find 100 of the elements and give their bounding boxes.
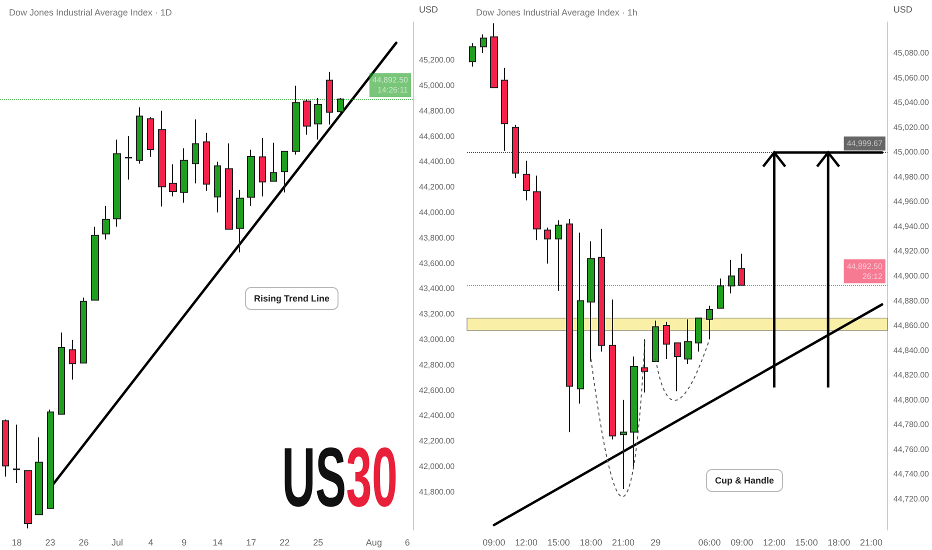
- y-tick-label: 42,800.00: [419, 360, 456, 370]
- candlestick: [158, 110, 166, 208]
- candlestick: [598, 228, 605, 352]
- y-tick-label: 44,840.00: [893, 346, 930, 355]
- y-tick-label: 44,400.00: [419, 157, 456, 166]
- candlestick: [480, 34, 487, 54]
- candlestick: [523, 160, 530, 201]
- y-tick-label: 44,740.00: [893, 470, 930, 479]
- candlestick: [102, 205, 110, 240]
- candlestick: [203, 132, 210, 192]
- y-tick-label: 45,060.00: [893, 73, 930, 82]
- ref-line-label: 44,999.67: [846, 139, 883, 148]
- chart-title: Dow Jones Industrial Average Index · 1D: [9, 8, 172, 18]
- candlestick: [281, 150, 288, 193]
- candlestick: [728, 259, 735, 294]
- candlestick: [69, 339, 76, 380]
- x-tick-label: 18:00: [828, 538, 850, 548]
- y-tick-label: 44,720.00: [893, 494, 930, 504]
- x-tick-label: 21:00: [612, 538, 635, 548]
- candlestick: [259, 137, 266, 197]
- y-tick-label: 44,200.00: [419, 182, 456, 192]
- candlestick: [738, 253, 745, 286]
- y-tick-label: 45,000.00: [893, 148, 930, 157]
- y-tick-label: 41,800.00: [419, 487, 456, 496]
- y-tick-label: 45,040.00: [893, 98, 930, 108]
- y-tick-label: 45,000.00: [419, 81, 456, 90]
- candlestick: [113, 139, 121, 228]
- x-tick-label: 18: [12, 538, 22, 548]
- candlestick: [533, 175, 541, 241]
- candlestick: [630, 356, 638, 470]
- candlestick: [91, 226, 99, 301]
- x-tick-label: 06:00: [698, 538, 721, 548]
- candlestick: [566, 218, 573, 433]
- candlestick: [292, 85, 300, 156]
- candlestick: [47, 409, 54, 509]
- candlestick: [236, 189, 244, 253]
- candlestick: [555, 220, 562, 292]
- candlestick: [641, 338, 648, 393]
- y-tick-label: 44,980.00: [893, 172, 930, 182]
- candlestick: [314, 97, 322, 140]
- candlestick: [169, 164, 177, 197]
- y-tick-label: 44,860.00: [893, 321, 930, 330]
- x-tick-label: 09:00: [730, 538, 754, 548]
- candlestick: [577, 232, 584, 404]
- y-tick-label: 44,960.00: [893, 197, 930, 206]
- x-tick-label: 12:00: [762, 538, 786, 548]
- candlestick: [247, 149, 255, 206]
- candlestick: [192, 118, 199, 184]
- candlestick: [609, 299, 616, 440]
- candlestick: [652, 320, 659, 362]
- candlestick: [147, 116, 154, 158]
- candlestick: [136, 106, 143, 164]
- candlestick: [326, 71, 333, 126]
- x-tick-label: 9: [182, 538, 187, 548]
- x-tick-label: 14: [212, 538, 223, 548]
- y-tick-label: 43,400.00: [419, 284, 456, 294]
- candlestick: [180, 148, 188, 204]
- y-tick-label: 44,000.00: [419, 208, 456, 217]
- candlestick: [125, 136, 132, 180]
- candlestick: [512, 124, 519, 179]
- candlestick: [663, 321, 670, 360]
- y-tick-label: 44,800.00: [419, 106, 456, 116]
- y-tick-label: 44,600.00: [419, 132, 456, 141]
- candlestick: [706, 305, 713, 340]
- candlestick: [214, 161, 221, 213]
- ref-line-label: 44,892.50 26:12: [846, 262, 883, 281]
- y-tick-label: 43,800.00: [419, 233, 456, 242]
- x-tick-label: 6: [404, 538, 410, 548]
- candlestick: [490, 22, 498, 88]
- candlestick: [501, 67, 508, 152]
- candlestick: [35, 436, 43, 516]
- annotation: Cup & Handle: [715, 476, 774, 486]
- y-tick-label: 43,600.00: [419, 258, 456, 268]
- y-tick-label: 44,820.00: [893, 370, 930, 380]
- x-tick-label: 15:00: [547, 538, 570, 548]
- candlestick: [58, 332, 65, 415]
- ref-line-label: 44,892.50 14:26:11: [372, 76, 409, 95]
- chart-title: Dow Jones Industrial Average Index · 1h: [476, 8, 638, 18]
- candlestick: [587, 240, 595, 362]
- y-tick-label: 44,780.00: [893, 420, 930, 430]
- candlestick: [270, 142, 277, 182]
- y-axis-title: USD: [419, 4, 438, 14]
- y-tick-label: 44,940.00: [893, 222, 930, 231]
- y-tick-label: 42,200.00: [419, 436, 456, 446]
- y-tick-label: 43,000.00: [419, 335, 456, 344]
- candlestick: [674, 342, 681, 392]
- y-tick-label: 44,800.00: [893, 395, 930, 404]
- annotation: Rising Trend Line: [254, 294, 330, 304]
- candlestick: [544, 227, 551, 264]
- candlestick: [24, 470, 32, 529]
- y-tick-label: 42,600.00: [419, 386, 456, 395]
- x-tick-label: Aug: [366, 538, 382, 548]
- candlestick: [717, 278, 724, 309]
- candlestick: [684, 318, 692, 364]
- candlestick: [80, 297, 87, 364]
- x-tick-label: 09:00: [482, 538, 506, 548]
- candlestick: [13, 424, 20, 484]
- candlestick: [225, 142, 233, 230]
- y-tick-label: 42,400.00: [419, 411, 456, 420]
- candlestick: [469, 42, 476, 68]
